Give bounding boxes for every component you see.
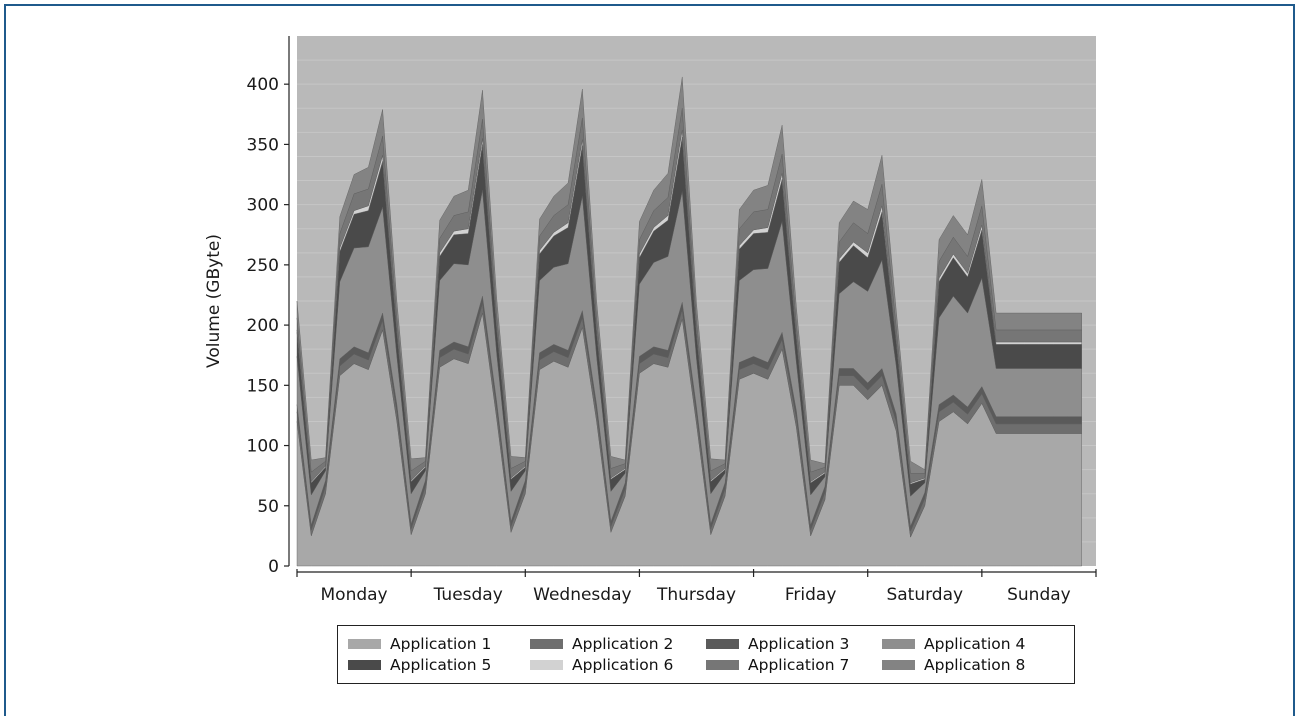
axes: 0 50 100 150 200 250 300 350 400 Monday Tuesday Wed… [247, 36, 1097, 605]
y-axis-label: Volume (GByte) [204, 234, 224, 368]
legend-swatch [530, 639, 563, 649]
y-tick-label: 150 [247, 376, 279, 396]
legend-swatch [348, 660, 381, 670]
y-tick-label: 100 [247, 437, 279, 457]
y-tick-label: 300 [247, 196, 279, 216]
legend-swatch [882, 639, 915, 649]
y-tick-label: 250 [247, 256, 279, 276]
x-tick-label: Tuesday [433, 585, 503, 605]
figure-frame [4, 4, 1295, 716]
x-tick-label: Friday [785, 585, 837, 605]
legend-label: Application 8 [924, 656, 1026, 674]
legend-item: Application 4 [882, 634, 1052, 654]
legend-item: Application 8 [882, 655, 1052, 675]
legend: Application 1 Application 2 Application 3 A… [337, 625, 1075, 684]
legend-item: Application 2 [530, 634, 706, 654]
legend-item: Application 5 [348, 655, 530, 675]
legend-label: Application 7 [748, 656, 850, 674]
x-tick-label: Wednesday [533, 585, 631, 605]
legend-swatch [882, 660, 915, 670]
legend-item: Application 6 [530, 655, 706, 675]
legend-label: Application 5 [390, 656, 492, 674]
legend-item: Application 1 [348, 634, 530, 654]
legend-label: Application 6 [572, 656, 674, 674]
x-tick-label: Thursday [656, 585, 736, 605]
x-tick-label: Saturday [886, 585, 963, 605]
y-tick-label: 400 [247, 75, 279, 95]
y-tick-label: 50 [257, 497, 279, 517]
y-tick-label: 350 [247, 135, 279, 155]
legend-label: Application 1 [390, 635, 492, 653]
y-tick-label: 200 [247, 316, 279, 336]
legend-swatch [530, 660, 563, 670]
y-tick-label: 0 [268, 557, 279, 577]
area-series-8 [296, 76, 1082, 474]
legend-item: Application 7 [706, 655, 882, 675]
x-tick-label: Sunday [1007, 585, 1071, 605]
legend-swatch [706, 639, 739, 649]
legend-swatch [706, 660, 739, 670]
area-series [296, 76, 1082, 567]
legend-label: Application 4 [924, 635, 1026, 653]
legend-item: Application 3 [706, 634, 882, 654]
legend-swatch [348, 639, 381, 649]
legend-label: Application 2 [572, 635, 674, 653]
legend-label: Application 3 [748, 635, 850, 653]
x-tick-label: Monday [321, 585, 388, 605]
